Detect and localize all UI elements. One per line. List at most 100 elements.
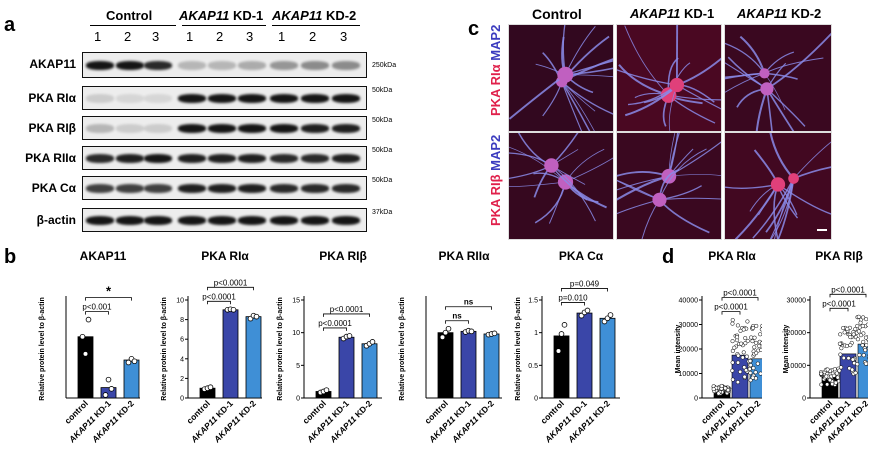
group-underline-kd2 — [272, 25, 360, 26]
micrograph-tile — [616, 24, 722, 132]
blot-strip — [82, 52, 367, 78]
lane-number: 1 — [94, 29, 102, 44]
blot-band — [301, 61, 329, 70]
blot-band — [270, 154, 298, 163]
blot-band — [208, 94, 236, 103]
blot-band — [301, 124, 329, 133]
data-point — [738, 328, 743, 333]
bar — [100, 387, 117, 399]
neuron-soma — [759, 68, 770, 79]
data-point — [735, 360, 741, 365]
kda-marker: 37kDa — [372, 209, 393, 216]
y-axis-label: Relative protein level to β-actin — [39, 297, 46, 400]
micrograph-tile — [724, 24, 832, 132]
data-point — [748, 358, 753, 364]
y-tick-label: 30000 — [787, 298, 807, 305]
data-point — [834, 371, 839, 376]
y-tick-label: 0 — [296, 396, 300, 403]
neurite — [561, 81, 591, 131]
neurite — [777, 178, 795, 239]
bar — [553, 335, 570, 399]
data-point — [846, 356, 851, 361]
data-point — [439, 334, 446, 341]
data-point — [864, 317, 868, 322]
kda-marker: 50kDa — [372, 147, 393, 154]
bar — [599, 317, 616, 399]
group-header-control: Control — [106, 8, 153, 23]
data-point — [858, 320, 863, 325]
data-point — [711, 387, 716, 392]
data-point — [742, 374, 747, 379]
significance-label: p=0.049 — [570, 279, 600, 288]
data-point — [819, 371, 824, 376]
blot-band — [238, 61, 266, 70]
data-point — [735, 323, 740, 328]
y-tick-label: 0 — [180, 396, 184, 403]
blot-band — [208, 216, 236, 225]
data-point — [730, 377, 735, 382]
y-tick-label: 8 — [180, 317, 184, 324]
data-point — [824, 374, 829, 379]
data-point — [445, 325, 452, 332]
data-point — [751, 366, 756, 371]
data-point — [838, 332, 843, 337]
data-point — [857, 352, 862, 358]
blot-band — [86, 216, 114, 225]
y-tick-label: 30000 — [679, 322, 699, 329]
significance-bracket — [85, 297, 132, 301]
micrograph-image — [617, 133, 721, 239]
data-point — [369, 339, 376, 345]
data-point — [758, 371, 762, 376]
data-point — [131, 358, 138, 365]
data-point — [866, 346, 868, 351]
group-underline-kd1 — [182, 25, 266, 26]
bar — [245, 316, 262, 399]
data-point — [759, 347, 762, 352]
blot-band — [270, 61, 298, 70]
panel-a-letter: a — [4, 14, 16, 36]
neurite — [725, 183, 779, 189]
data-point — [738, 369, 743, 374]
blot-band — [86, 124, 114, 133]
blot-band — [238, 184, 266, 193]
blot-band — [301, 154, 329, 163]
data-point — [730, 360, 735, 365]
data-point — [735, 380, 740, 385]
neurite — [617, 179, 660, 201]
data-point — [754, 323, 759, 329]
significance-bracket — [85, 311, 109, 315]
data-point — [747, 366, 752, 371]
blot-band — [301, 94, 329, 103]
lane-number: 1 — [278, 29, 286, 44]
blot-band — [332, 124, 360, 133]
data-point — [730, 368, 735, 373]
blot-band — [332, 154, 360, 163]
y-tick-label: 1 — [534, 330, 538, 337]
blot-band — [144, 61, 172, 70]
group-underline-control — [90, 25, 176, 26]
y-tick-label: 1.5 — [528, 298, 538, 305]
blot-band — [238, 154, 266, 163]
data-point — [863, 347, 868, 353]
data-point — [825, 382, 830, 387]
blot-band — [178, 216, 206, 225]
blot-band — [178, 124, 206, 133]
data-point — [830, 381, 835, 387]
data-point — [755, 361, 760, 366]
lane-number: 2 — [124, 29, 132, 44]
blot-band — [332, 216, 360, 225]
data-point — [851, 332, 856, 337]
neurite — [766, 88, 795, 131]
data-point — [561, 322, 568, 328]
blot-strip — [82, 116, 367, 140]
significance-label: p<0.0001 — [831, 285, 865, 294]
y-tick-label: 0 — [694, 396, 698, 403]
data-point — [758, 332, 762, 337]
y-tick-label: 0 — [534, 396, 538, 403]
data-point — [125, 359, 132, 366]
y-tick-label: 15 — [292, 298, 300, 305]
significance-bracket — [561, 302, 585, 306]
kda-marker: 50kDa — [372, 177, 393, 184]
y-tick-label: 10000 — [679, 371, 699, 378]
